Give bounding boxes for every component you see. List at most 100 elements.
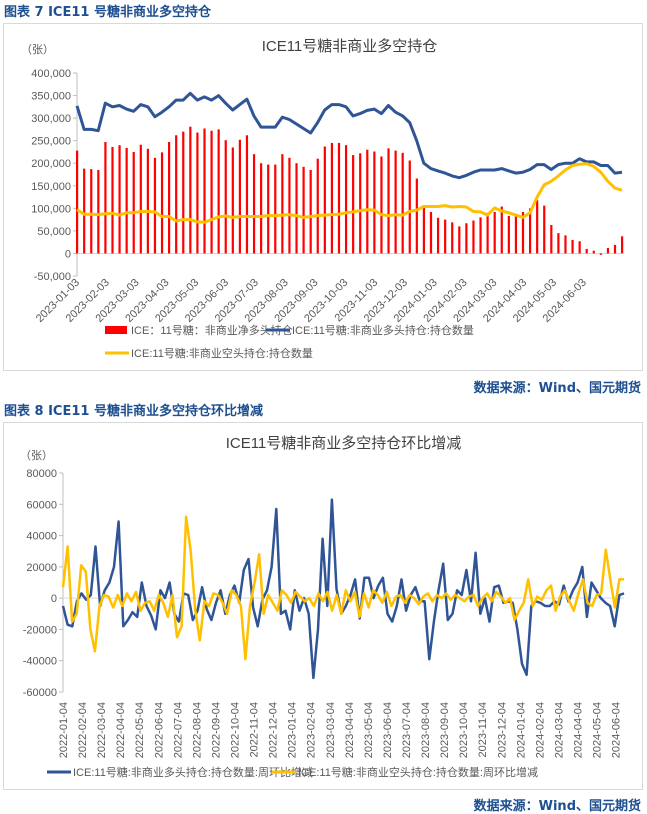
- net-long-bar: [373, 151, 376, 254]
- x-tick-label: 2022-05-04: [134, 702, 146, 758]
- y-tick-label: 150,000: [31, 181, 71, 193]
- x-tick-label: 2023-08-04: [420, 702, 432, 758]
- net-long-bar: [111, 146, 114, 254]
- net-long-bar: [571, 239, 574, 254]
- net-long-bar: [132, 151, 135, 254]
- legend-swatch-bar: [105, 326, 127, 334]
- x-tick-label: 2022-08-04: [191, 702, 203, 758]
- net-long-bar: [182, 131, 185, 254]
- chart-title: ICE11号糖非商业多空持仓环比增减: [226, 435, 462, 452]
- net-long-bar: [507, 216, 510, 254]
- x-tick-label: 2024-03-04: [553, 702, 565, 758]
- net-long-bar: [146, 148, 149, 254]
- chart-title: ICE11号糖非商业多空持仓: [262, 38, 438, 55]
- net-long-bar: [422, 205, 426, 254]
- net-long-bar: [387, 148, 390, 254]
- net-long-bar: [613, 244, 617, 254]
- net-long-bar: [139, 144, 142, 254]
- x-tick-label: 2024-01-04: [515, 702, 527, 758]
- net-long-bar: [76, 150, 79, 254]
- net-long-bar: [309, 169, 312, 254]
- y-axis-unit: （张）: [20, 449, 53, 462]
- net-long-bar: [606, 248, 610, 254]
- net-long-bar: [153, 157, 157, 254]
- series-line-1: [75, 91, 623, 180]
- figure7-source: 数据来源：Wind、国元期货: [473, 381, 641, 396]
- net-long-bar: [252, 154, 256, 254]
- net-long-bar: [543, 205, 546, 254]
- legend-label: ICE:11号糖:非商业空头持仓:持仓数量:周环比增减: [298, 765, 538, 779]
- x-tick-label: 2022-09-04: [210, 702, 222, 758]
- y-tick-label: 40000: [26, 531, 57, 543]
- net-long-bar: [281, 154, 284, 254]
- x-tick-label: 2024-02-04: [534, 702, 546, 758]
- net-long-bar: [359, 153, 362, 254]
- net-long-bar: [366, 149, 369, 254]
- net-long-bar: [330, 142, 334, 254]
- net-long-bar: [528, 208, 532, 254]
- net-long-bar: [288, 157, 291, 254]
- y-tick-label: 200,000: [31, 158, 71, 170]
- net-long-bar: [479, 217, 482, 254]
- net-long-bar: [160, 152, 164, 254]
- x-tick-label: 2023-10-04: [458, 702, 470, 758]
- y-tick-label: -20000: [23, 624, 57, 636]
- x-tick-label: 2022-12-04: [268, 702, 280, 758]
- net-long-bar: [217, 129, 220, 254]
- net-long-bar: [97, 169, 100, 254]
- x-tick-label: 2023-02-04: [306, 702, 318, 758]
- y-tick-label: 60000: [26, 499, 57, 511]
- figure7-caption: 图表 7 ICE11 号糖非商业多空持仓: [4, 5, 211, 20]
- net-long-bar: [224, 140, 227, 254]
- net-long-bar: [125, 147, 128, 254]
- y-tick-label: 400,000: [31, 68, 71, 80]
- net-long-bar: [196, 132, 199, 254]
- net-long-bar: [500, 206, 503, 254]
- x-tick-label: 2024-06-04: [611, 702, 623, 758]
- net-long-bar: [118, 145, 121, 254]
- net-long-bar: [521, 211, 525, 254]
- net-long-bar: [536, 200, 539, 254]
- legend-label: ICE：11号糖：非商业净多头持仓: [131, 323, 293, 337]
- y-tick-label: -50,000: [34, 271, 71, 283]
- x-tick-label: 2023-07-04: [401, 702, 413, 758]
- net-long-bar: [436, 217, 440, 254]
- legend-label: ICE:11号糖:非商业多头持仓:持仓数量: [292, 323, 474, 337]
- net-long-bar: [316, 158, 319, 254]
- x-tick-label: 2022-01-04: [58, 702, 70, 758]
- x-tick-label: 2024-05-04: [592, 702, 604, 758]
- net-long-bar: [621, 236, 624, 254]
- y-tick-label: -60000: [23, 687, 57, 699]
- series-line-0: [61, 498, 625, 680]
- net-long-bar: [458, 226, 461, 254]
- net-long-bar: [203, 128, 206, 254]
- net-long-bar: [592, 250, 595, 254]
- net-long-bar: [465, 223, 468, 254]
- legend-label: ICE:11号糖:非商业多头持仓:持仓数量:周环比增减: [73, 765, 313, 779]
- x-tick-label: 2022-06-04: [153, 702, 165, 758]
- net-long-bar: [415, 178, 418, 254]
- chart2-container: ICE11号糖非商业多空持仓环比增减 （张） 80000 60000 40000 2000…: [3, 422, 643, 790]
- net-long-bar: [104, 142, 107, 254]
- net-long-bar: [245, 135, 249, 254]
- y-tick-label: 100,000: [31, 203, 71, 215]
- net-long-bar: [564, 235, 567, 254]
- net-long-bar: [451, 222, 454, 254]
- x-tick-label: 2023-06-04: [382, 702, 394, 758]
- net-long-bar: [168, 142, 171, 254]
- y-tick-label: 250,000: [31, 136, 71, 148]
- net-long-bar: [557, 233, 560, 254]
- legend-label: ICE:11号糖:非商业空头持仓:持仓数量: [131, 346, 313, 360]
- net-long-bar: [599, 253, 602, 255]
- net-long-bar: [429, 211, 433, 254]
- net-long-bar: [295, 163, 298, 254]
- net-long-bar: [175, 135, 178, 254]
- x-tick-label: 2023-12-04: [496, 702, 508, 758]
- net-long-bar: [408, 160, 411, 254]
- y-tick-label: 20000: [26, 562, 57, 574]
- x-tick-label: 2022-02-04: [77, 702, 89, 758]
- y-tick-label: 0: [51, 593, 57, 605]
- y-tick-label: 80000: [26, 468, 57, 480]
- y-tick-label: 0: [65, 248, 71, 260]
- net-long-bar: [260, 163, 263, 254]
